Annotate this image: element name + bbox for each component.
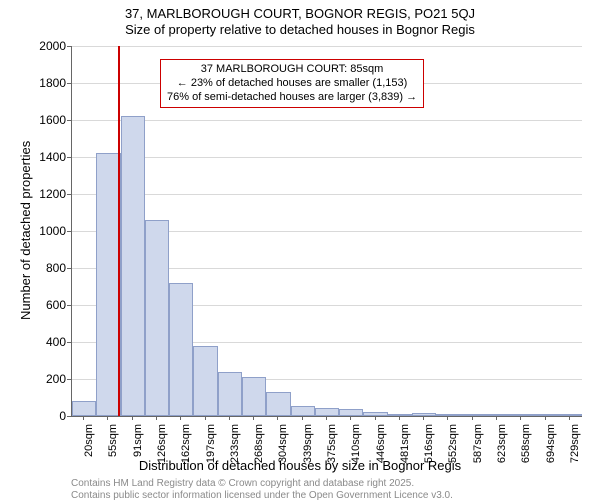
xtick-mark [180,416,181,420]
xtick-label: 20sqm [83,424,95,484]
xtick-label: 268sqm [253,424,265,484]
chart-title-line1: 37, MARLBOROUGH COURT, BOGNOR REGIS, PO2… [0,6,600,21]
xtick-mark [545,416,546,420]
xtick-mark [107,416,108,420]
ytick-label: 1200 [16,187,66,201]
xtick-mark [375,416,376,420]
ytick-label: 1400 [16,150,66,164]
xtick-mark [569,416,570,420]
xtick-mark [520,416,521,420]
xtick-label: 587sqm [472,424,484,484]
histogram-bar [363,412,387,416]
footer-line1: Contains HM Land Registry data © Crown c… [71,478,414,489]
ytick-label: 1000 [16,224,66,238]
xtick-label: 623sqm [496,424,508,484]
xtick-label: 162sqm [180,424,192,484]
histogram-bar [266,392,290,416]
ytick-label: 0 [16,409,66,423]
gridline [72,120,582,121]
ytick-mark [67,268,71,269]
plot-area: 37 MARLBOROUGH COURT: 85sqm← 23% of deta… [71,46,582,417]
xtick-mark [205,416,206,420]
gridline [72,194,582,195]
ytick-mark [67,83,71,84]
ytick-label: 1800 [16,76,66,90]
xtick-mark [156,416,157,420]
histogram-bar [436,414,460,416]
gridline [72,157,582,158]
xtick-mark [350,416,351,420]
histogram-chart: 37, MARLBOROUGH COURT, BOGNOR REGIS, PO2… [0,0,600,500]
histogram-bar [291,406,315,416]
xtick-label: 126sqm [156,424,168,484]
xtick-mark [302,416,303,420]
ytick-mark [67,305,71,306]
ytick-label: 1600 [16,113,66,127]
annotation-line2: ← 23% of detached houses are smaller (1,… [167,77,417,91]
histogram-bar [315,408,339,416]
ytick-label: 2000 [16,39,66,53]
ytick-label: 600 [16,298,66,312]
histogram-bar [96,153,120,416]
histogram-bar [193,346,217,416]
ytick-label: 800 [16,261,66,275]
ytick-label: 400 [16,335,66,349]
xtick-mark [326,416,327,420]
ytick-mark [67,194,71,195]
histogram-bar [558,414,582,416]
xtick-label: 197sqm [205,424,217,484]
histogram-bar [533,414,557,416]
histogram-bar [461,414,485,416]
histogram-bar [388,414,412,416]
ytick-mark [67,120,71,121]
xtick-label: 481sqm [399,424,411,484]
xtick-mark [132,416,133,420]
histogram-bar [242,377,266,416]
histogram-bar [72,401,96,416]
xtick-label: 658sqm [520,424,532,484]
xtick-label: 694sqm [545,424,557,484]
ytick-mark [67,157,71,158]
xtick-mark [277,416,278,420]
xtick-mark [496,416,497,420]
xtick-mark [229,416,230,420]
chart-title-line2: Size of property relative to detached ho… [0,22,600,37]
annotation-box: 37 MARLBOROUGH COURT: 85sqm← 23% of deta… [160,59,424,108]
xtick-label: 339sqm [302,424,314,484]
xtick-label: 304sqm [277,424,289,484]
xtick-label: 91sqm [132,424,144,484]
footer-line2: Contains public sector information licen… [71,490,453,501]
ytick-label: 200 [16,372,66,386]
xtick-mark [472,416,473,420]
xtick-label: 446sqm [375,424,387,484]
xtick-mark [83,416,84,420]
xtick-mark [423,416,424,420]
annotation-line3: 76% of semi-detached houses are larger (… [167,91,417,105]
xtick-mark [447,416,448,420]
ytick-mark [67,416,71,417]
histogram-bar [121,116,145,416]
xtick-label: 55sqm [107,424,119,484]
ytick-mark [67,379,71,380]
histogram-bar [218,372,242,416]
xtick-label: 729sqm [569,424,581,484]
xtick-mark [253,416,254,420]
histogram-bar [169,283,193,416]
ytick-mark [67,231,71,232]
histogram-bar [145,220,169,416]
histogram-bar [509,414,533,416]
marker-line [118,46,120,416]
ytick-mark [67,342,71,343]
xtick-label: 410sqm [350,424,362,484]
annotation-line1: 37 MARLBOROUGH COURT: 85sqm [167,63,417,77]
xtick-label: 375sqm [326,424,338,484]
xtick-label: 552sqm [447,424,459,484]
xtick-mark [399,416,400,420]
gridline [72,46,582,47]
ytick-mark [67,46,71,47]
xtick-label: 233sqm [229,424,241,484]
histogram-bar [412,413,436,416]
histogram-bar [339,409,363,416]
xtick-label: 516sqm [423,424,435,484]
